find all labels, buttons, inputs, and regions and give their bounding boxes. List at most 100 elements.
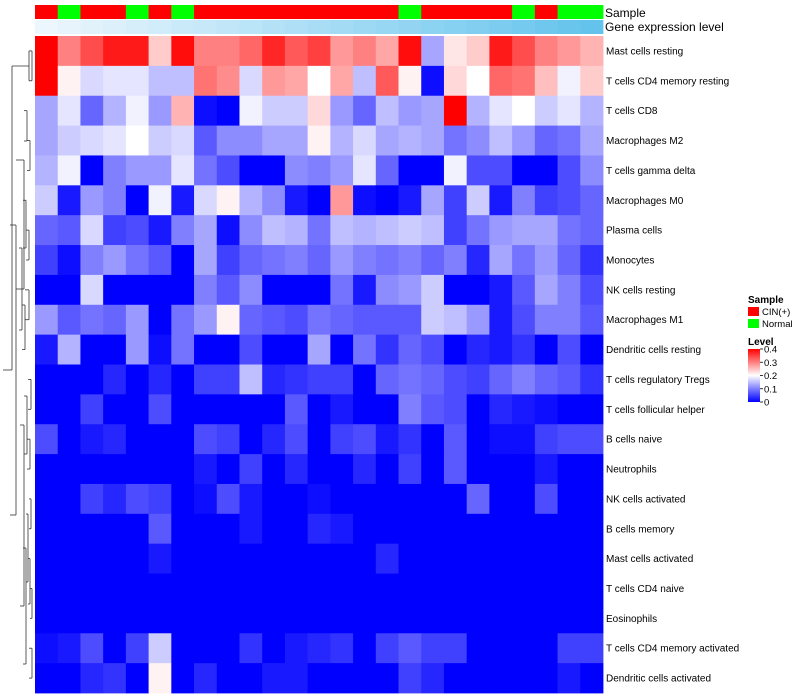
heatmap-cell: [148, 364, 172, 395]
heatmap-cell: [534, 513, 558, 545]
legend-label-normal: Normal: [762, 319, 793, 330]
row-label: T cells CD4 naive: [606, 584, 685, 595]
heatmap-cell: [57, 483, 81, 515]
heatmap-cell: [284, 185, 309, 216]
heatmap-cell: [262, 95, 286, 126]
heatmap-cell: [489, 603, 513, 634]
heatmap-cell: [489, 274, 513, 306]
heatmap-cell: [330, 274, 354, 306]
heatmap-cell: [421, 394, 445, 425]
heatmap-cell: [398, 334, 422, 365]
heatmap-cell: [262, 603, 286, 634]
heatmap-cell: [466, 185, 490, 216]
heatmap-cell: [466, 454, 490, 485]
heatmap-cell: [512, 95, 536, 126]
heatmap-cell: [307, 513, 331, 545]
row-label: T cells regulatory Tregs: [606, 375, 710, 386]
legend-label-cin: CIN(+): [762, 307, 790, 318]
heatmap-cell: [171, 394, 195, 425]
heatmap-cell: [375, 663, 399, 694]
heatmap-cell: [57, 513, 81, 545]
heatmap-cell: [103, 95, 127, 126]
heatmap-cell: [171, 125, 195, 156]
heatmap-cell: [35, 245, 59, 276]
heatmap-cell: [103, 65, 127, 97]
heatmap-cell: [534, 215, 558, 246]
heatmap-cell: [330, 65, 354, 97]
heatmap-cell: [353, 334, 377, 365]
heatmap-cell: [466, 65, 490, 97]
heatmap-cell: [125, 483, 149, 515]
heatmap-cell: [421, 334, 445, 365]
heatmap-cell: [489, 304, 513, 336]
heatmap-cell: [125, 513, 149, 545]
heatmap-cell: [443, 663, 468, 694]
heatmap-cell: [489, 36, 513, 67]
heatmap-cell: [103, 663, 127, 694]
heatmap-cell: [103, 36, 127, 67]
expression-annotation-cell: [148, 20, 172, 34]
heatmap-cell: [103, 483, 127, 515]
heatmap-cell: [353, 603, 377, 634]
expression-annotation-cell: [80, 20, 104, 34]
heatmap-cell: [421, 543, 445, 574]
heatmap-cell: [443, 364, 468, 395]
heatmap-cell: [262, 633, 286, 664]
sample-annotation-cell: [57, 5, 81, 19]
heatmap-cell: [57, 543, 81, 574]
heatmap-cell: [148, 483, 172, 515]
heatmap-cell: [35, 125, 59, 156]
gene-expression-annotation-label: Gene expression level: [605, 20, 724, 34]
heatmap-cell: [216, 65, 240, 97]
heatmap-cell: [125, 185, 149, 216]
heatmap-cell: [421, 364, 445, 395]
heatmap-cell: [353, 483, 377, 515]
heatmap-cell: [57, 274, 81, 306]
heatmap-cell: [284, 36, 309, 67]
heatmap-cell: [557, 215, 581, 246]
heatmap-cell: [375, 603, 399, 634]
heatmap-cell: [171, 155, 195, 186]
heatmap-cell: [35, 185, 59, 216]
heatmap-cell: [80, 304, 104, 336]
heatmap-cell: [57, 573, 81, 604]
heatmap-cell: [262, 334, 286, 365]
heatmap-cell: [80, 245, 104, 276]
heatmap-cell: [284, 334, 309, 365]
level-tick-label: 0.1: [764, 384, 777, 395]
heatmap-cell: [330, 125, 354, 156]
heatmap-cell: [216, 663, 240, 694]
heatmap-cell: [57, 215, 81, 246]
heatmap-cell: [421, 245, 445, 276]
expression-annotation-cell: [35, 20, 59, 34]
expression-annotation-cell: [330, 20, 354, 34]
heatmap-cell: [239, 573, 263, 604]
sample-annotation-cell: [353, 5, 377, 19]
heatmap-cell: [398, 304, 422, 336]
heatmap-cell: [398, 483, 422, 515]
heatmap-cell: [239, 483, 263, 515]
heatmap-cell: [239, 65, 263, 97]
heatmap-cell: [489, 155, 513, 186]
heatmap-cell: [284, 513, 309, 545]
heatmap-cell: [148, 663, 172, 694]
heatmap-cell: [557, 155, 581, 186]
heatmap-cell: [330, 334, 354, 365]
heatmap-cell: [466, 125, 490, 156]
heatmap-cell: [262, 245, 286, 276]
heatmap-cell: [443, 95, 468, 126]
heatmap-cell: [148, 274, 172, 306]
heatmap-cell: [557, 424, 581, 455]
sample-annotation-cell: [239, 5, 263, 19]
heatmap-cell: [421, 95, 445, 126]
heatmap-cell: [80, 155, 104, 186]
heatmap-cell: [216, 334, 240, 365]
heatmap-cell: [239, 633, 263, 664]
heatmap-cell: [148, 394, 172, 425]
row-label: Mast cells resting: [606, 46, 683, 57]
heatmap-cell: [307, 424, 331, 455]
heatmap-cell: [125, 65, 149, 97]
heatmap-cell: [307, 394, 331, 425]
heatmap-cell: [353, 663, 377, 694]
heatmap-cell: [466, 483, 490, 515]
